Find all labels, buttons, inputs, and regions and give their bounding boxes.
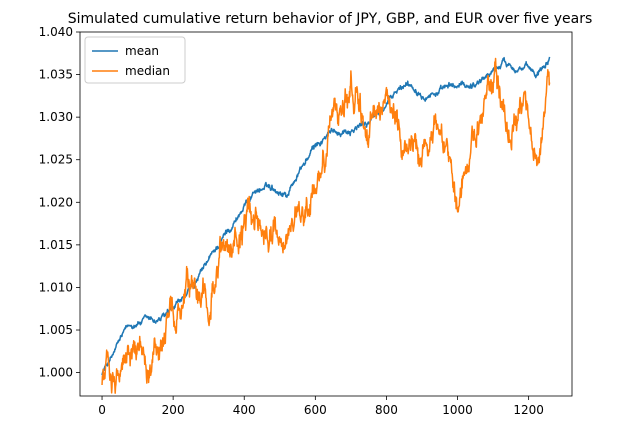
- y-tick-label: 1.035: [39, 68, 73, 82]
- series-line-median: [101, 57, 551, 394]
- x-tick-label: 600: [304, 403, 327, 417]
- x-tick-label: 1000: [442, 403, 473, 417]
- series-lines: [101, 56, 551, 394]
- x-tick-label: 1200: [513, 403, 544, 417]
- series-line-mean: [101, 56, 551, 376]
- x-tick-label: 200: [162, 403, 185, 417]
- legend-label-median: median: [125, 64, 170, 78]
- y-tick-label: 1.025: [39, 153, 73, 167]
- y-tick-label: 1.015: [39, 238, 73, 252]
- y-tick-label: 1.040: [39, 25, 73, 39]
- y-axis: 1.000 1.005 1.010 1.015 1.020 1.025 1.030 1.035…: [39, 25, 80, 380]
- y-tick-label: 1.000: [39, 366, 73, 380]
- y-tick-label: 1.020: [39, 195, 73, 209]
- chart-title: Simulated cumulative return behavior of …: [68, 11, 593, 27]
- x-tick-label: 800: [375, 403, 398, 417]
- x-tick-label: 400: [233, 403, 256, 417]
- y-tick-label: 1.030: [39, 110, 73, 124]
- legend: mean median: [84, 36, 186, 84]
- x-axis: 0 200 400 600 800 1000 1200: [98, 396, 544, 417]
- plot-area: [79, 31, 573, 397]
- axes-frame: [79, 31, 573, 397]
- y-tick-label: 1.010: [39, 280, 73, 294]
- legend-label-mean: mean: [125, 44, 159, 58]
- x-tick-label: 0: [98, 403, 106, 417]
- y-tick-label: 1.005: [39, 323, 73, 337]
